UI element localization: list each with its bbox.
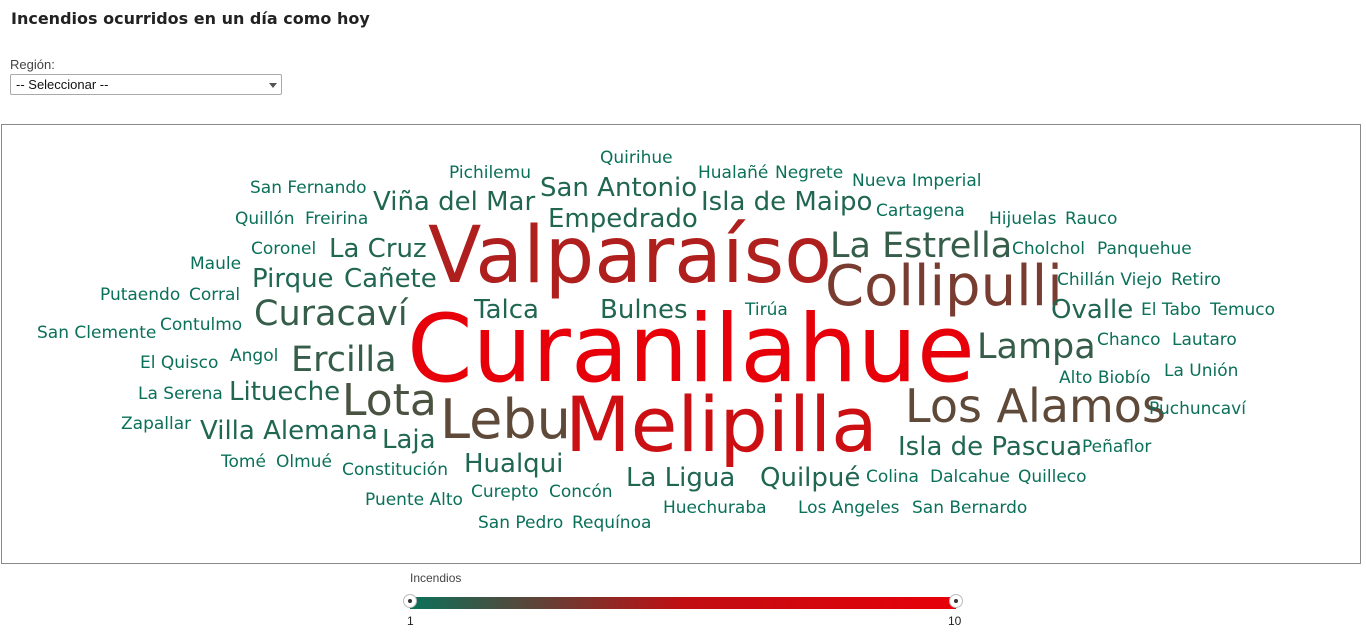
word-cloud-item[interactable]: Quillón — [235, 209, 295, 229]
word-cloud-item[interactable]: La Serena — [138, 384, 223, 404]
word-cloud-item[interactable]: Isla de Maipo — [701, 187, 873, 217]
word-cloud-item[interactable]: Puente Alto — [365, 490, 463, 510]
legend-min-label: 1 — [407, 614, 414, 628]
word-cloud-item[interactable]: Cañete — [344, 264, 437, 294]
word-cloud-item[interactable]: Temuco — [1210, 300, 1276, 320]
word-cloud-item[interactable]: Hijuelas — [989, 209, 1057, 229]
word-cloud-item[interactable]: La Unión — [1164, 361, 1239, 381]
word-cloud-item[interactable]: Corral — [189, 285, 241, 305]
word-cloud-item[interactable]: Ercilla — [291, 340, 397, 380]
word-cloud-item[interactable]: San Bernardo — [912, 498, 1028, 518]
word-cloud-item[interactable]: Panquehue — [1097, 239, 1192, 259]
word-cloud-item[interactable]: Lebu — [440, 388, 571, 451]
word-cloud-item[interactable]: Melipilla — [565, 380, 878, 469]
word-cloud-item[interactable]: Empedrado — [548, 204, 698, 234]
word-cloud-item[interactable]: Alto Biobío — [1059, 368, 1151, 388]
word-cloud-item[interactable]: Lautaro — [1172, 330, 1237, 350]
legend-color-scale — [410, 597, 956, 609]
word-cloud-item[interactable]: Hualqui — [464, 449, 564, 479]
word-cloud-item[interactable]: La Estrella — [830, 226, 1013, 266]
word-cloud-item[interactable]: Freirina — [305, 209, 369, 229]
word-cloud-item[interactable]: Coronel — [251, 239, 317, 259]
word-cloud-item[interactable]: Collipulli — [825, 254, 1063, 319]
word-cloud-item[interactable]: Constitución — [342, 460, 448, 480]
word-cloud-item[interactable]: Pichilemu — [449, 163, 531, 183]
word-cloud-item[interactable]: Negrete — [775, 163, 844, 183]
word-cloud-item[interactable]: Huechuraba — [663, 498, 767, 518]
word-cloud-item[interactable]: Lampa — [977, 327, 1096, 367]
word-cloud-item[interactable]: San Fernando — [250, 178, 367, 198]
word-cloud-item[interactable]: Quirihue — [600, 148, 673, 168]
word-cloud-item[interactable]: Talca — [474, 295, 539, 325]
word-cloud-item[interactable]: Cholchol — [1012, 239, 1086, 259]
word-cloud-item[interactable]: Olmué — [276, 452, 332, 472]
word-cloud-item[interactable]: Los Alamos — [905, 379, 1166, 433]
word-cloud-item[interactable]: Chillán Viejo — [1057, 270, 1162, 290]
word-cloud-item[interactable]: Bulnes — [600, 295, 688, 325]
word-cloud-item[interactable]: Maule — [190, 254, 242, 274]
word-cloud-item[interactable]: Lota — [342, 375, 437, 426]
word-cloud-item[interactable]: Quilpué — [760, 463, 861, 493]
word-cloud-item[interactable]: Ovalle — [1051, 295, 1134, 325]
word-cloud-item[interactable]: San Pedro — [478, 513, 564, 533]
word-cloud-panel: Curanilahue Melipilla Valparaíso Collipulli… — [1, 124, 1361, 564]
word-cloud-item[interactable]: Zapallar — [121, 414, 192, 434]
word-cloud-item[interactable]: San Clemente — [37, 323, 157, 343]
word-cloud-item[interactable]: Laja — [382, 425, 436, 455]
word-cloud-item[interactable]: Requínoa — [572, 513, 652, 533]
word-cloud-item[interactable]: Valparaíso — [428, 211, 832, 301]
word-cloud-item[interactable]: Chanco — [1097, 330, 1161, 350]
word-cloud-item[interactable]: Angol — [230, 346, 279, 366]
word-cloud-item[interactable]: Isla de Pascua — [898, 432, 1083, 462]
word-cloud-item[interactable]: Villa Alemana — [200, 416, 378, 446]
word-cloud-item[interactable]: Quilleco — [1018, 467, 1087, 487]
word-cloud: Curanilahue Melipilla Valparaíso Collipulli… — [2, 125, 1360, 563]
legend-max-label: 10 — [948, 614, 962, 628]
word-cloud-item[interactable]: Curepto — [471, 482, 539, 502]
word-cloud-item[interactable]: Peñaflor — [1082, 437, 1152, 457]
word-cloud-item[interactable]: Los Angeles — [798, 498, 900, 518]
legend-max-handle[interactable] — [949, 594, 963, 608]
legend-title: Incendios — [410, 571, 462, 585]
word-cloud-item[interactable]: El Tabo — [1141, 300, 1202, 320]
word-cloud-item[interactable]: Tomé — [221, 452, 266, 472]
region-filter-label: Región: — [10, 57, 55, 72]
word-cloud-item[interactable]: Rauco — [1065, 209, 1118, 229]
page-title: Incendios ocurridos en un día como hoy — [11, 9, 370, 28]
word-cloud-item[interactable]: El Quisco — [140, 353, 219, 373]
region-select-value: -- Seleccionar -- — [16, 77, 109, 92]
word-cloud-item[interactable]: Curanilahue — [407, 295, 975, 404]
word-cloud-item[interactable]: Hualañé — [698, 163, 769, 183]
word-cloud-item[interactable]: La Cruz — [329, 234, 427, 264]
word-cloud-item[interactable]: Concón — [549, 482, 613, 502]
word-cloud-item[interactable]: Tirúa — [745, 300, 788, 320]
legend-min-handle[interactable] — [403, 594, 417, 608]
word-cloud-item[interactable]: Curacaví — [254, 294, 408, 334]
word-cloud-item[interactable]: Putaendo — [100, 285, 181, 305]
word-cloud-item[interactable]: Nueva Imperial — [852, 171, 982, 191]
word-cloud-item[interactable]: Cartagena — [876, 201, 965, 221]
word-cloud-item[interactable]: Viña del Mar — [373, 187, 536, 217]
word-cloud-item[interactable]: Litueche — [229, 377, 341, 407]
chevron-down-icon — [269, 83, 277, 88]
word-cloud-item[interactable]: Retiro — [1171, 270, 1221, 290]
word-cloud-item[interactable]: San Antonio — [540, 173, 698, 203]
word-cloud-item[interactable]: Dalcahue — [930, 467, 1011, 487]
word-cloud-item[interactable]: Colina — [866, 467, 919, 487]
word-cloud-item[interactable]: Puchuncaví — [1149, 399, 1246, 419]
word-cloud-item[interactable]: Pirque — [252, 264, 334, 294]
word-cloud-item[interactable]: La Ligua — [626, 463, 736, 493]
region-select[interactable]: -- Seleccionar -- — [10, 74, 282, 95]
word-cloud-item[interactable]: Contulmo — [160, 315, 243, 335]
